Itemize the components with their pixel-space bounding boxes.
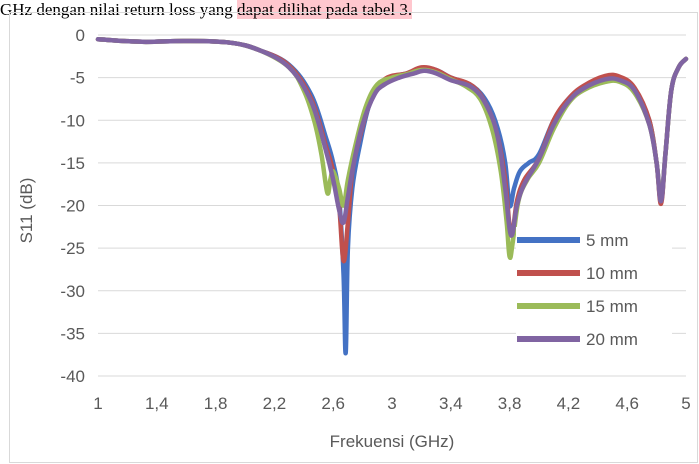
y-tick-labels: 0 -5 -10 -15 -20 -25 -30 -35 -40 (60, 26, 85, 386)
x-axis-label: Frekuensi (GHz) (330, 432, 455, 451)
y-tick-label: -25 (60, 239, 85, 258)
x-tick-labels: 1 1,4 1,8 2,2 2,6 3 3,4 3,8 4,2 4,6 5 (93, 394, 690, 413)
caption-text: GHz dengan nilai return loss yang dapat … (0, 0, 413, 20)
series-line-15-mm (95, 37, 689, 260)
legend-label: 15 mm (586, 297, 638, 316)
y-tick-label: -20 (60, 197, 85, 216)
y-tick-label: -40 (60, 367, 85, 386)
legend-label: 5 mm (586, 231, 629, 250)
y-tick-label: 0 (76, 26, 85, 45)
y-tick-label: -5 (70, 69, 85, 88)
x-tick-label: 1,4 (145, 394, 169, 413)
y-tick-label: -15 (60, 154, 85, 173)
caption-highlight: dapat dilihat pada tabel 3. (237, 0, 413, 19)
x-tick-label: 3,4 (439, 394, 463, 413)
x-tick-label: 4,2 (557, 394, 581, 413)
y-tick-label: -35 (60, 324, 85, 343)
caption-prefix: GHz dengan nilai return loss yang (0, 0, 237, 19)
x-tick-label: 3,8 (498, 394, 522, 413)
x-tick-label: 3 (387, 394, 396, 413)
series-line-20-mm (95, 37, 689, 238)
y-axis-label: S11 (dB) (17, 178, 36, 244)
x-tick-label: 1,8 (204, 394, 228, 413)
chart: 0 -5 -10 -15 -20 -25 -30 -35 -40 1 1,4 1,8 2,2 2,6 3 3… (17, 26, 691, 451)
y-tick-label: -30 (60, 282, 85, 301)
legend-label: 20 mm (586, 330, 638, 349)
chart-frame: 0 -5 -10 -15 -20 -25 -30 -35 -40 1 1,4 1,8 2,2 2,6 3 3… (9, 12, 698, 463)
legend-label: 10 mm (586, 264, 638, 283)
series-lines (95, 37, 689, 356)
x-tick-label: 5 (681, 394, 690, 413)
y-tick-label: -10 (60, 111, 85, 130)
legend: 5 mm 10 mm 15 mm 20 mm (516, 227, 672, 352)
x-tick-label: 2,6 (321, 394, 345, 413)
x-tick-label: 1 (93, 394, 102, 413)
x-tick-label: 4,6 (615, 394, 639, 413)
x-tick-label: 2,2 (263, 394, 287, 413)
